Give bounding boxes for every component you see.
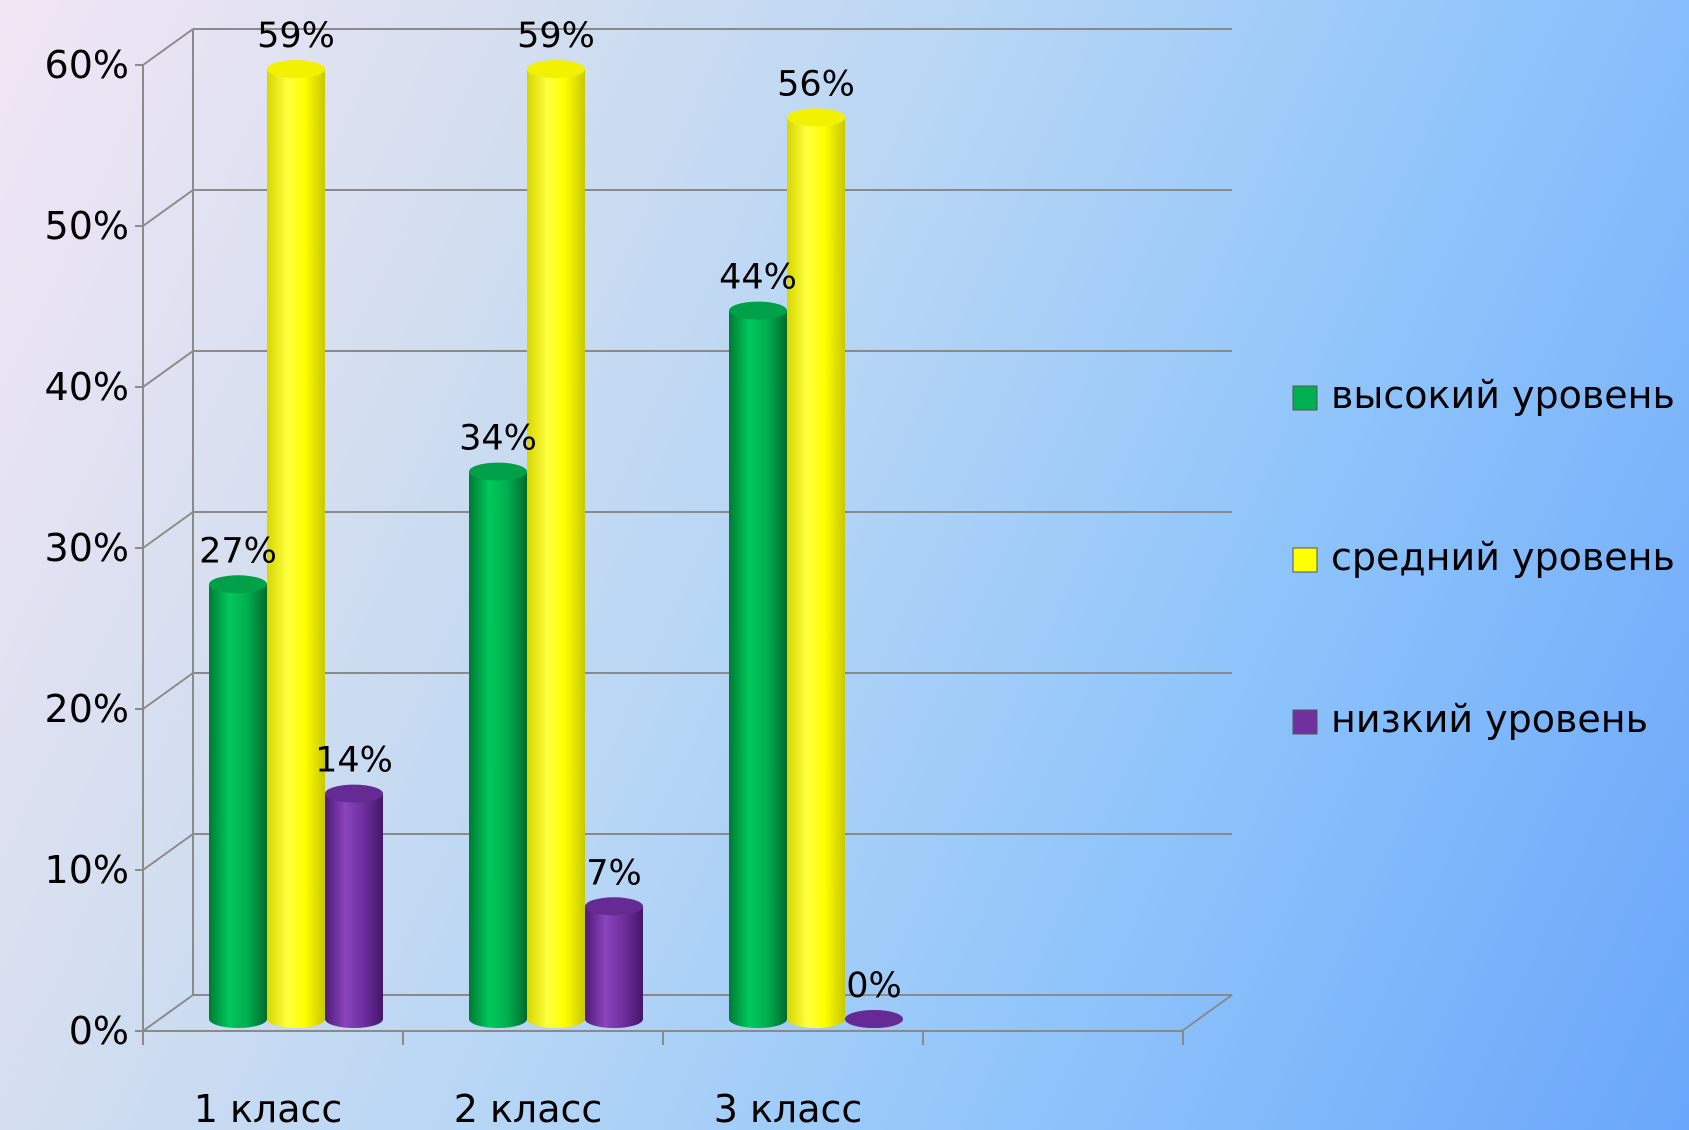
y-tick-label: 20%: [45, 687, 129, 731]
category-label: 1 класс: [194, 1087, 343, 1130]
data-label: 59%: [517, 16, 595, 56]
bar-top: [325, 784, 383, 803]
legend-swatch: [1292, 709, 1318, 735]
bar-top: [729, 301, 787, 320]
gridline-side: [142, 350, 194, 388]
bar-top: [267, 60, 325, 79]
gridline-side: [142, 511, 194, 549]
axes: 0% 10% 20% 30% 40% 50% 60% 1 класс 2 класс 3 клас…: [45, 43, 1233, 1130]
y-tick-label: 30%: [45, 526, 129, 570]
bar-top: [209, 575, 267, 594]
data-label: 0%: [846, 966, 902, 1006]
data-label: 34%: [459, 419, 537, 459]
legend-swatch: [1292, 547, 1318, 573]
gridline-side: [142, 189, 194, 227]
data-label: 27%: [199, 531, 277, 571]
gridline-side: [142, 994, 194, 1032]
data-label: 56%: [777, 64, 855, 104]
data-labels: 27% 59% 14% 34% 59% 7% 44% 56% 0%: [199, 16, 902, 1006]
data-label: 7%: [586, 853, 642, 893]
data-label: 14%: [315, 741, 393, 781]
category-label: 3 класс: [714, 1087, 863, 1130]
bar: [209, 584, 267, 1028]
floor-right-edge: [1181, 994, 1233, 1032]
legend: высокий уровень средний уровень низкий уро…: [1292, 373, 1675, 741]
gridline-side: [142, 672, 194, 710]
bar-top: [469, 462, 527, 481]
bar: [469, 471, 527, 1029]
legend-swatch: [1292, 385, 1318, 411]
bars: [209, 60, 903, 1029]
category-label: 2 класс: [454, 1087, 603, 1130]
data-label: 44%: [719, 258, 797, 298]
bar-top: [787, 108, 845, 127]
legend-label: средний уровень: [1331, 535, 1675, 579]
bar: [325, 793, 383, 1028]
data-label: 59%: [257, 16, 335, 56]
legend-label: высокий уровень: [1331, 373, 1675, 417]
bar: [267, 69, 325, 1029]
y-tick-label: 40%: [45, 365, 129, 409]
bar: [787, 117, 845, 1028]
bar-top: [527, 60, 585, 79]
gridline-side: [142, 833, 194, 871]
bar-top: [585, 897, 643, 916]
legend-label: низкий уровень: [1331, 697, 1648, 741]
y-tick-label: 10%: [45, 848, 129, 892]
bar: [729, 310, 787, 1029]
bar: [585, 906, 643, 1028]
bar-top: [845, 1010, 903, 1028]
y-tick-label: 50%: [45, 204, 129, 248]
y-tick-label: 0%: [69, 1009, 129, 1053]
gridline-side: [142, 28, 194, 66]
y-tick-label: 60%: [45, 43, 129, 87]
bar: [527, 69, 585, 1029]
